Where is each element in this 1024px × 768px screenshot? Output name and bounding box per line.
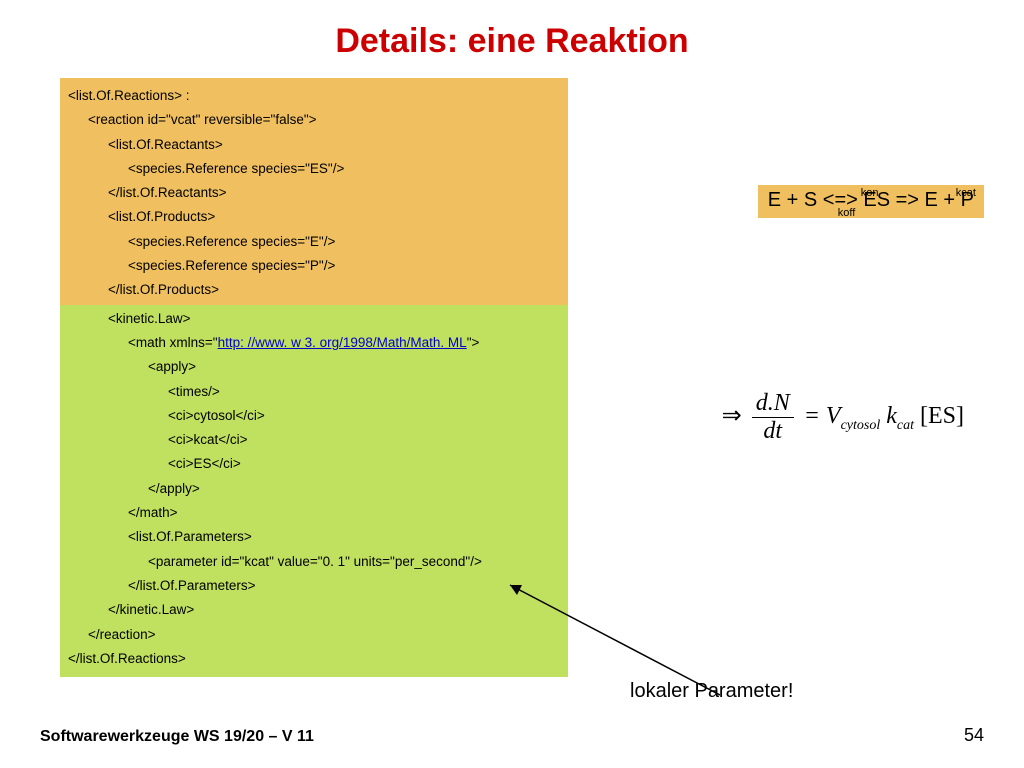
rate-koff: koff	[838, 207, 856, 219]
code-line: <species.Reference species="ES"/>	[68, 157, 560, 181]
code-line: <ci>ES</ci>	[68, 452, 560, 476]
rate-kcat: kcat	[956, 187, 976, 199]
equals: =	[804, 403, 826, 429]
rate-kon: kon	[861, 187, 879, 199]
concentration-es: [ES]	[920, 403, 964, 429]
code-line: <times/>	[68, 380, 560, 404]
reaction-equation: kon koff kcat E + S <=> ES => E + P	[758, 185, 984, 218]
code-line: <parameter id="kcat" value="0. 1" units=…	[68, 550, 560, 574]
numerator: d.N	[752, 390, 794, 418]
code-line: <kinetic.Law>	[68, 307, 560, 331]
implies-symbol: ⇒	[722, 403, 742, 429]
mathml-link[interactable]: http: //www. w 3. org/1998/Math/Math. ML	[218, 335, 467, 350]
code-line: <list.Of.Products>	[68, 205, 560, 229]
code-block: <list.Of.Reactions> : <reaction id="vcat…	[60, 78, 568, 677]
code-line: </list.Of.Reactants>	[68, 181, 560, 205]
code-line: </list.Of.Products>	[68, 278, 560, 302]
code-line: </list.Of.Reactions>	[68, 647, 560, 671]
code-line: <species.Reference species="P"/>	[68, 254, 560, 278]
slide-title: Details: eine Reaktion	[0, 0, 1024, 61]
code-line: <list.Of.Reactants>	[68, 133, 560, 157]
code-section-orange-top: <list.Of.Reactions> : <reaction id="vcat…	[60, 78, 568, 305]
footer-page-number: 54	[964, 725, 984, 746]
subscript-cat: cat	[897, 418, 914, 433]
code-text: <math xmlns="	[128, 335, 218, 350]
code-line: <reaction id="vcat" reversible="false">	[68, 108, 560, 132]
fraction: d.N dt	[752, 390, 794, 445]
code-line: </list.Of.Parameters>	[68, 574, 560, 598]
code-line: <species.Reference species="E"/>	[68, 230, 560, 254]
subscript-cytosol: cytosol	[841, 418, 881, 433]
footer-course: Softwarewerkzeuge WS 19/20 – V 11	[40, 728, 314, 746]
variable-k: k	[886, 403, 897, 429]
code-text: ">	[467, 335, 480, 350]
code-line: <ci>kcat</ci>	[68, 428, 560, 452]
code-line: </apply>	[68, 477, 560, 501]
code-section-green: <kinetic.Law> <math xmlns="http: //www. …	[60, 305, 568, 677]
code-line: <ci>cytosol</ci>	[68, 404, 560, 428]
code-line: <list.Of.Reactions> :	[68, 84, 560, 108]
code-line: </kinetic.Law>	[68, 598, 560, 622]
denominator: dt	[752, 418, 794, 445]
annotation-label: lokaler Parameter!	[630, 680, 793, 703]
code-line: <apply>	[68, 355, 560, 379]
code-line: <list.Of.Parameters>	[68, 525, 560, 549]
derivative-formula: ⇒ d.N dt = Vcytosol kcat [ES]	[722, 390, 964, 445]
code-line: <math xmlns="http: //www. w 3. org/1998/…	[68, 331, 560, 355]
code-line: </math>	[68, 501, 560, 525]
variable-v: V	[826, 403, 841, 429]
code-line: </reaction>	[68, 623, 560, 647]
